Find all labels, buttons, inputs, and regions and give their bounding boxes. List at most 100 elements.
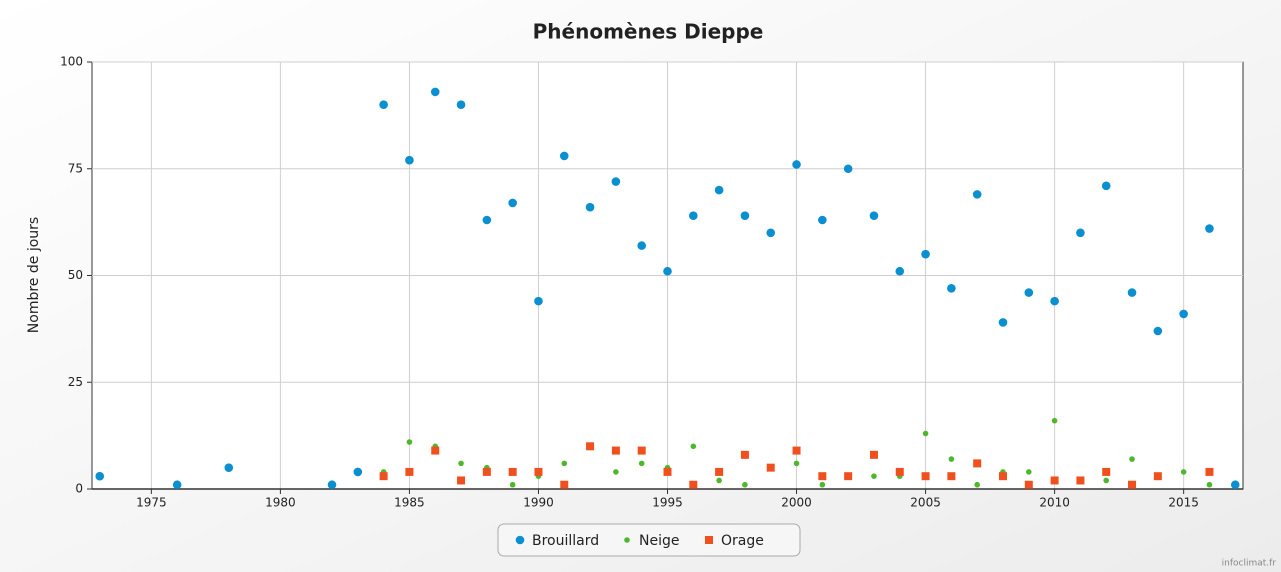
legend-label: Orage bbox=[721, 533, 764, 549]
point bbox=[843, 164, 853, 174]
point bbox=[379, 100, 388, 109]
x-tick-label: 1995 bbox=[652, 496, 683, 510]
point bbox=[1205, 224, 1214, 233]
chart-title: Phénomènes Dieppe bbox=[533, 20, 764, 44]
legend-label: Neige bbox=[639, 533, 679, 549]
point bbox=[742, 481, 748, 488]
y-tick-label: 25 bbox=[68, 375, 83, 389]
point bbox=[534, 296, 543, 306]
point bbox=[974, 481, 980, 488]
point bbox=[1179, 309, 1188, 319]
point bbox=[740, 450, 749, 459]
point bbox=[714, 185, 724, 195]
point bbox=[871, 473, 877, 479]
point bbox=[637, 241, 646, 250]
point bbox=[508, 198, 517, 208]
point bbox=[1103, 477, 1110, 484]
point bbox=[740, 211, 750, 221]
x-tick-label: 2005 bbox=[910, 496, 941, 510]
point bbox=[663, 467, 672, 476]
point bbox=[1050, 296, 1059, 306]
point bbox=[379, 472, 388, 481]
point bbox=[818, 472, 827, 481]
point bbox=[509, 481, 516, 488]
point bbox=[947, 472, 956, 481]
point bbox=[948, 456, 955, 462]
x-tick-label: 2015 bbox=[1168, 496, 1199, 510]
point bbox=[715, 467, 724, 476]
point bbox=[716, 477, 722, 484]
point bbox=[972, 190, 982, 199]
point bbox=[1206, 481, 1213, 488]
x-tick-label: 1990 bbox=[523, 496, 554, 510]
point bbox=[998, 472, 1007, 481]
point bbox=[1102, 467, 1111, 476]
point bbox=[921, 472, 930, 481]
point bbox=[793, 460, 800, 467]
point bbox=[482, 467, 491, 476]
point bbox=[586, 442, 595, 451]
y-tick-label: 50 bbox=[68, 268, 83, 282]
point bbox=[508, 467, 517, 476]
point bbox=[353, 467, 363, 477]
point bbox=[1153, 326, 1163, 336]
point bbox=[1205, 467, 1214, 476]
point bbox=[895, 266, 905, 276]
point bbox=[637, 446, 646, 455]
point bbox=[819, 481, 826, 488]
legend bbox=[497, 523, 801, 557]
point bbox=[1076, 476, 1085, 485]
point bbox=[406, 439, 413, 445]
point bbox=[1050, 476, 1059, 485]
y-tick-label: 75 bbox=[68, 161, 83, 175]
point bbox=[895, 467, 904, 476]
legend-marker bbox=[705, 536, 713, 544]
point bbox=[921, 249, 930, 259]
credit: infoclimat.fr bbox=[1222, 559, 1277, 569]
x-tick-label: 2000 bbox=[781, 496, 812, 510]
point bbox=[561, 460, 568, 467]
point bbox=[585, 202, 595, 212]
point bbox=[638, 460, 645, 467]
y-tick-label: 0 bbox=[75, 482, 83, 496]
point bbox=[947, 284, 956, 293]
point bbox=[611, 177, 621, 186]
point bbox=[818, 215, 827, 225]
point bbox=[534, 467, 543, 476]
point bbox=[172, 480, 182, 490]
point bbox=[689, 480, 698, 489]
point bbox=[457, 476, 466, 485]
point bbox=[869, 450, 878, 459]
point bbox=[482, 215, 492, 225]
point bbox=[973, 459, 982, 468]
point bbox=[613, 469, 619, 475]
point bbox=[1051, 417, 1058, 424]
point bbox=[1180, 469, 1187, 475]
y-tick-label: 100 bbox=[60, 55, 83, 69]
point bbox=[766, 463, 775, 472]
point bbox=[1101, 181, 1111, 191]
point bbox=[1026, 469, 1032, 475]
point bbox=[405, 155, 414, 165]
point bbox=[1129, 456, 1135, 462]
point bbox=[792, 446, 801, 455]
point bbox=[95, 471, 105, 481]
point bbox=[560, 480, 569, 489]
point bbox=[327, 480, 337, 490]
legend-marker bbox=[515, 535, 525, 545]
point bbox=[1128, 480, 1137, 489]
point bbox=[663, 266, 672, 276]
point bbox=[1127, 288, 1137, 297]
point bbox=[869, 211, 879, 221]
point bbox=[998, 318, 1008, 327]
legend-marker bbox=[624, 537, 630, 543]
x-tick-label: 1980 bbox=[265, 496, 296, 510]
point bbox=[844, 472, 853, 481]
x-tick-label: 1985 bbox=[394, 496, 425, 510]
point bbox=[1076, 228, 1085, 238]
point bbox=[792, 160, 801, 169]
point bbox=[766, 228, 776, 238]
point bbox=[458, 460, 464, 467]
point bbox=[690, 443, 697, 450]
